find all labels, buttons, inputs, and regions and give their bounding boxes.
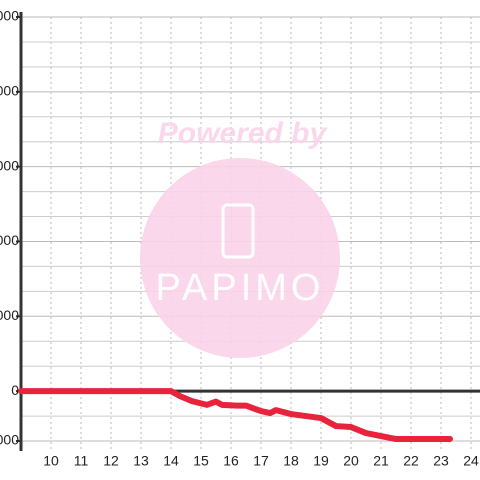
x-tick-label: 24 bbox=[463, 453, 479, 469]
y-tick-label: 120,000 bbox=[0, 83, 19, 99]
plot: -20,000 0 30,000 60,000 90,000 120,000 150,000… bbox=[0, 8, 480, 469]
y-tick-label: 60,000 bbox=[0, 232, 19, 248]
x-tick-label: 18 bbox=[283, 453, 299, 469]
x-tick-label: 12 bbox=[103, 453, 119, 469]
watermark-logo: PAPIMO bbox=[156, 267, 325, 309]
x-tick-label: 10 bbox=[43, 453, 59, 469]
x-tick-label: 15 bbox=[193, 453, 209, 469]
x-tick-label: 11 bbox=[74, 453, 89, 469]
y-tick-label: -20,000 bbox=[0, 432, 19, 448]
x-tick-label: 21 bbox=[373, 453, 389, 469]
x-tick-label: 17 bbox=[253, 453, 269, 469]
y-tick-label: 0 bbox=[11, 382, 19, 398]
watermark: Powered by PAPIMO bbox=[140, 117, 340, 358]
x-tick-label: 19 bbox=[313, 453, 329, 469]
x-tick-label: 20 bbox=[343, 453, 359, 469]
x-tick-label: 14 bbox=[163, 453, 179, 469]
x-tick-label: 13 bbox=[133, 453, 149, 469]
watermark-text: Powered by bbox=[158, 117, 328, 150]
y-tick-label: 150,000 bbox=[0, 8, 19, 24]
x-tick-label: 16 bbox=[223, 453, 239, 469]
watermark-icon bbox=[221, 203, 255, 259]
y-tick-label: 30,000 bbox=[0, 307, 19, 323]
y-tick-label: 90,000 bbox=[0, 157, 19, 173]
line bbox=[18, 388, 453, 443]
x-tick-label: 22 bbox=[403, 453, 419, 469]
x-tick-label: 23 bbox=[433, 453, 449, 469]
